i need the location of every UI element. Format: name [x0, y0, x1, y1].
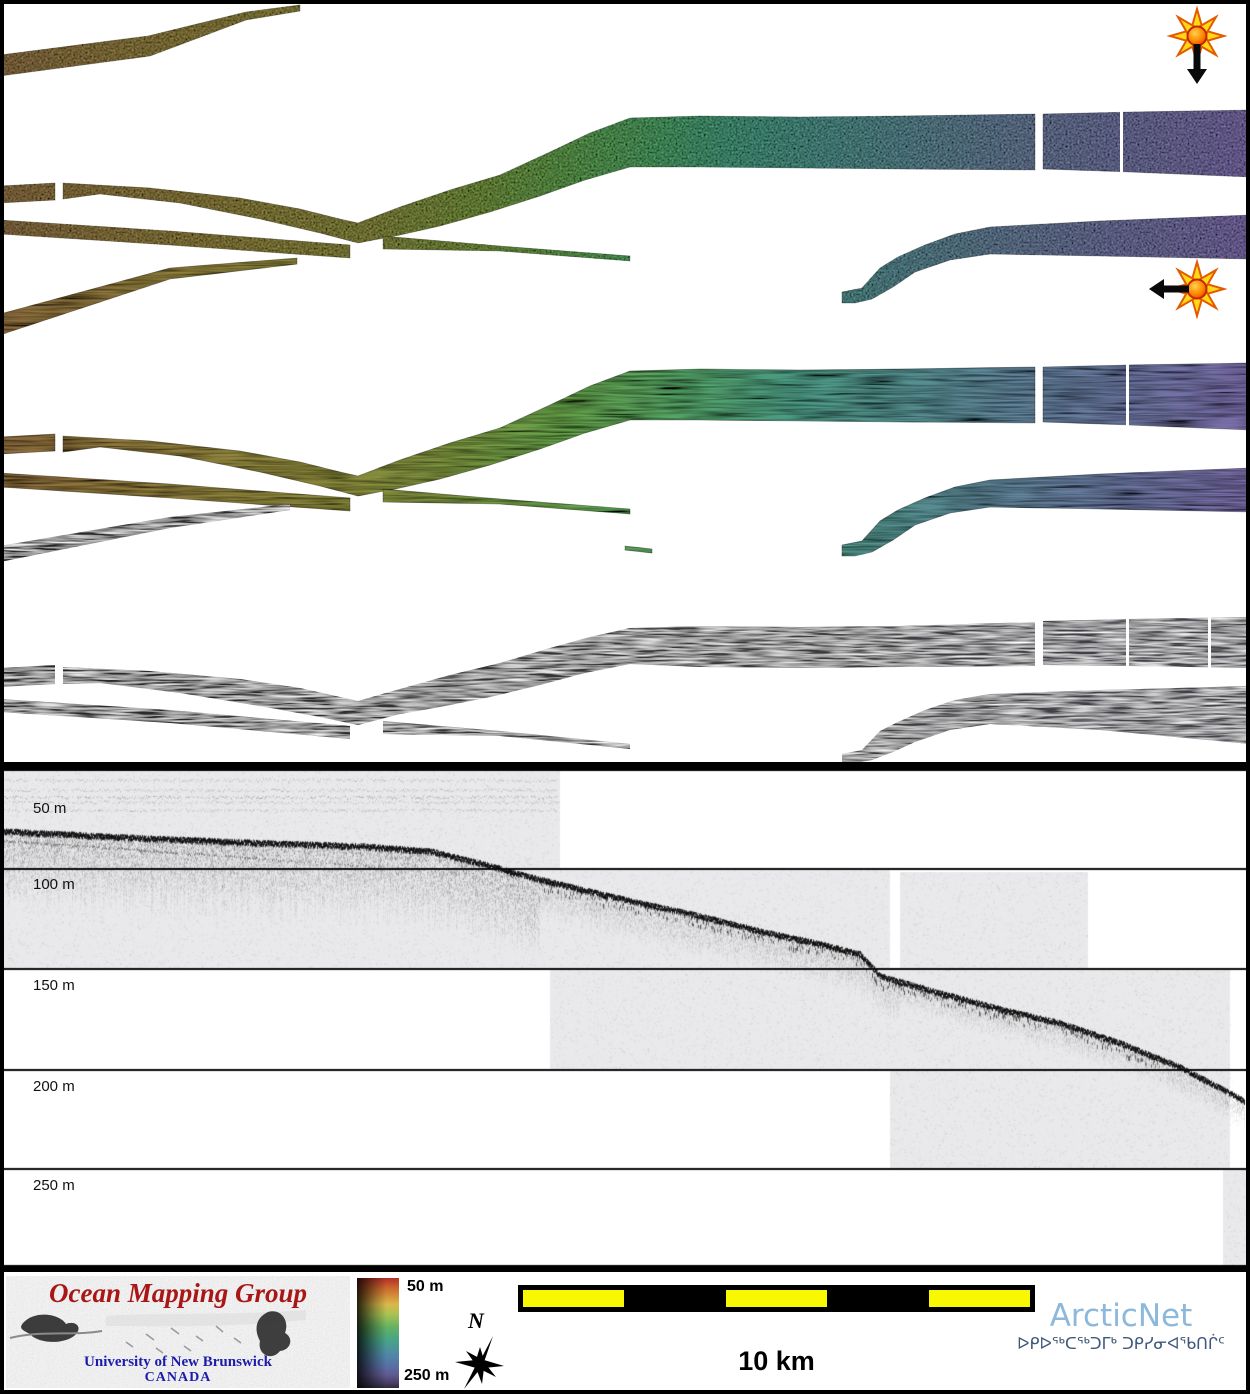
- depth-label: 250 m: [33, 1177, 75, 1194]
- survey-figure: 50 m 100 m 150 m 200 m 250 m: [0, 0, 1250, 1394]
- depth-label: 200 m: [33, 1078, 75, 1095]
- scale-bar-segment: [523, 1290, 624, 1307]
- arcticnet-inuktitut-text: ᐅᑭᐅᖅᑕᖅᑐᒥᒃ ᑐᑭᓯᓂᐊᖃᑎᒌᑦ: [995, 1334, 1247, 1353]
- depth-label: 150 m: [33, 977, 75, 994]
- arrow-left-icon: [1149, 279, 1189, 299]
- arrow-down-icon: [1187, 44, 1207, 84]
- omg-country: CANADA: [6, 1370, 350, 1386]
- swath-seam: [1120, 109, 1123, 178]
- frame-top: [0, 0, 1250, 4]
- scale-bar-segment: [624, 1290, 725, 1307]
- backscatter-swath-set: [0, 504, 1250, 763]
- separator-profile-footer: [0, 1266, 1250, 1272]
- arcticnet-logo: ArcticNet ᐅᑭᐅᖅᑕᖅᑐᒥᒃ ᑐᑭᓯᓂᐊᖃᑎᒌᑦ: [995, 1298, 1247, 1353]
- separator-swath-profile: [0, 762, 1250, 770]
- omg-logo: Ocean Mapping Group University of New Br…: [6, 1276, 350, 1388]
- depth-colorbar-shading: [357, 1278, 399, 1388]
- swath-seam: [1208, 616, 1211, 669]
- sun-illumination-down-icon: [1170, 9, 1224, 84]
- depth-label: 50 m: [33, 800, 66, 817]
- omg-subtitle: University of New Brunswick: [6, 1354, 350, 1371]
- bathymetry-swath-set-shaded-east: [0, 258, 1250, 556]
- bathymetry-swath-set-shaded-north: [0, 5, 1250, 303]
- depth-label: 100 m: [33, 876, 75, 893]
- north-arrow-icon: [440, 1330, 520, 1392]
- subbottom-profile-panel: [0, 766, 1250, 1268]
- scale-bar-label: 10 km: [518, 1346, 1035, 1377]
- swath-seam: [1126, 362, 1129, 432]
- colorbar-top-label: 50 m: [407, 1278, 443, 1296]
- multibeam-swath-map: [0, 0, 1250, 766]
- sun-illumination-left-icon: [1149, 262, 1224, 316]
- swath-seam: [1126, 616, 1129, 669]
- frame-right: [1246, 0, 1250, 1394]
- scale-bar-segment: [827, 1290, 928, 1307]
- frame-left: [0, 0, 4, 1394]
- arcticnet-name: ArcticNet: [995, 1298, 1247, 1334]
- scale-bar-segment: [726, 1290, 827, 1307]
- scale-bar-segments: [523, 1290, 1030, 1307]
- scale-bar: [518, 1285, 1035, 1312]
- frame-bottom: [0, 1390, 1250, 1394]
- omg-title: Ocean Mapping Group: [6, 1278, 350, 1309]
